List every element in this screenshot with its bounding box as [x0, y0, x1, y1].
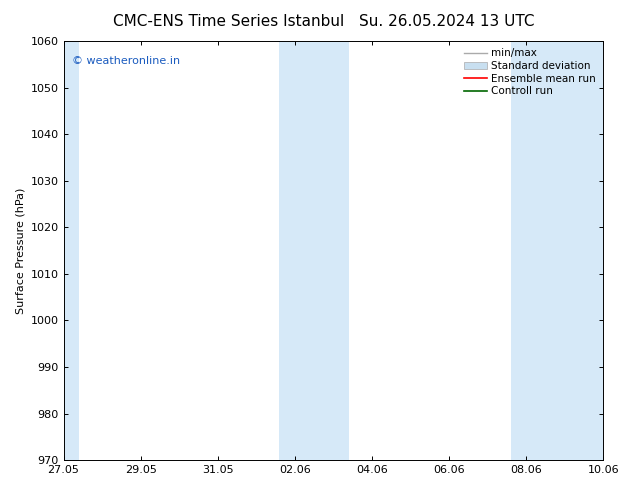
- Bar: [280, 41, 349, 460]
- Legend: min/max, Standard deviation, Ensemble mean run, Controll run: min/max, Standard deviation, Ensemble me…: [462, 46, 598, 98]
- Text: © weatheronline.in: © weatheronline.in: [72, 56, 180, 66]
- Text: Su. 26.05.2024 13 UTC: Su. 26.05.2024 13 UTC: [359, 14, 534, 29]
- Bar: [510, 41, 603, 460]
- Text: CMC-ENS Time Series Istanbul: CMC-ENS Time Series Istanbul: [113, 14, 344, 29]
- Y-axis label: Surface Pressure (hPa): Surface Pressure (hPa): [15, 187, 25, 314]
- Bar: [63, 41, 79, 460]
